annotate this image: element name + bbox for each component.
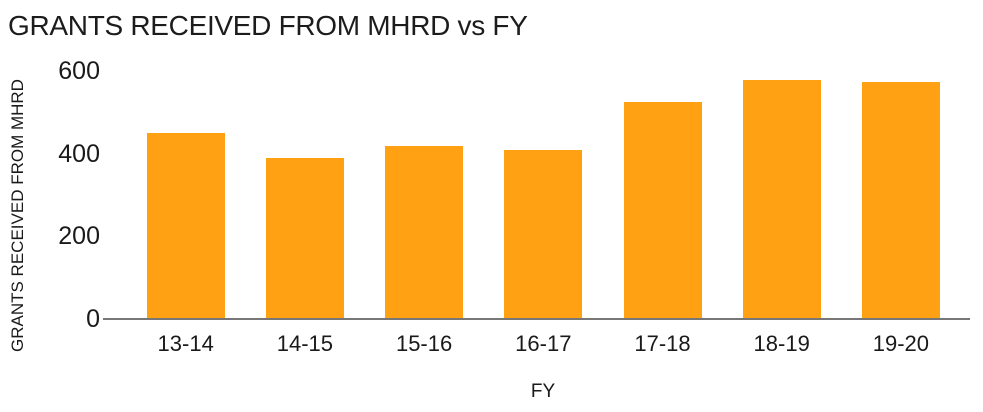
x-axis-line	[103, 318, 970, 320]
bar-18-19	[742, 79, 821, 319]
bar-16-17	[504, 149, 583, 319]
bar-15-16	[385, 145, 464, 319]
x-axis-title: FY	[530, 381, 556, 402]
x-tick-label-13-14: 13-14	[157, 331, 214, 356]
x-tick-label-18-19: 18-19	[753, 331, 810, 356]
bar-19-20	[861, 81, 940, 319]
x-tick-label-15-16: 15-16	[395, 331, 453, 356]
bar-17-18	[623, 102, 702, 319]
x-tick-label-17-18: 17-18	[634, 331, 691, 356]
x-tick-label-16-17: 16-17	[515, 331, 572, 356]
y-tick-label-600: 600	[58, 57, 100, 86]
x-tick-label-14-15: 14-15	[276, 331, 334, 356]
bar-14-15	[265, 158, 344, 319]
y-tick-label-200: 200	[58, 222, 100, 251]
y-tick-label-400: 400	[58, 139, 100, 168]
x-tick-label-19-20: 19-20	[872, 331, 930, 356]
bar-13-14	[146, 133, 225, 319]
y-tick-label-0: 0	[86, 305, 100, 333]
chart-title: GRANTS RECEIVED FROM MHRD vs FY	[8, 10, 528, 41]
